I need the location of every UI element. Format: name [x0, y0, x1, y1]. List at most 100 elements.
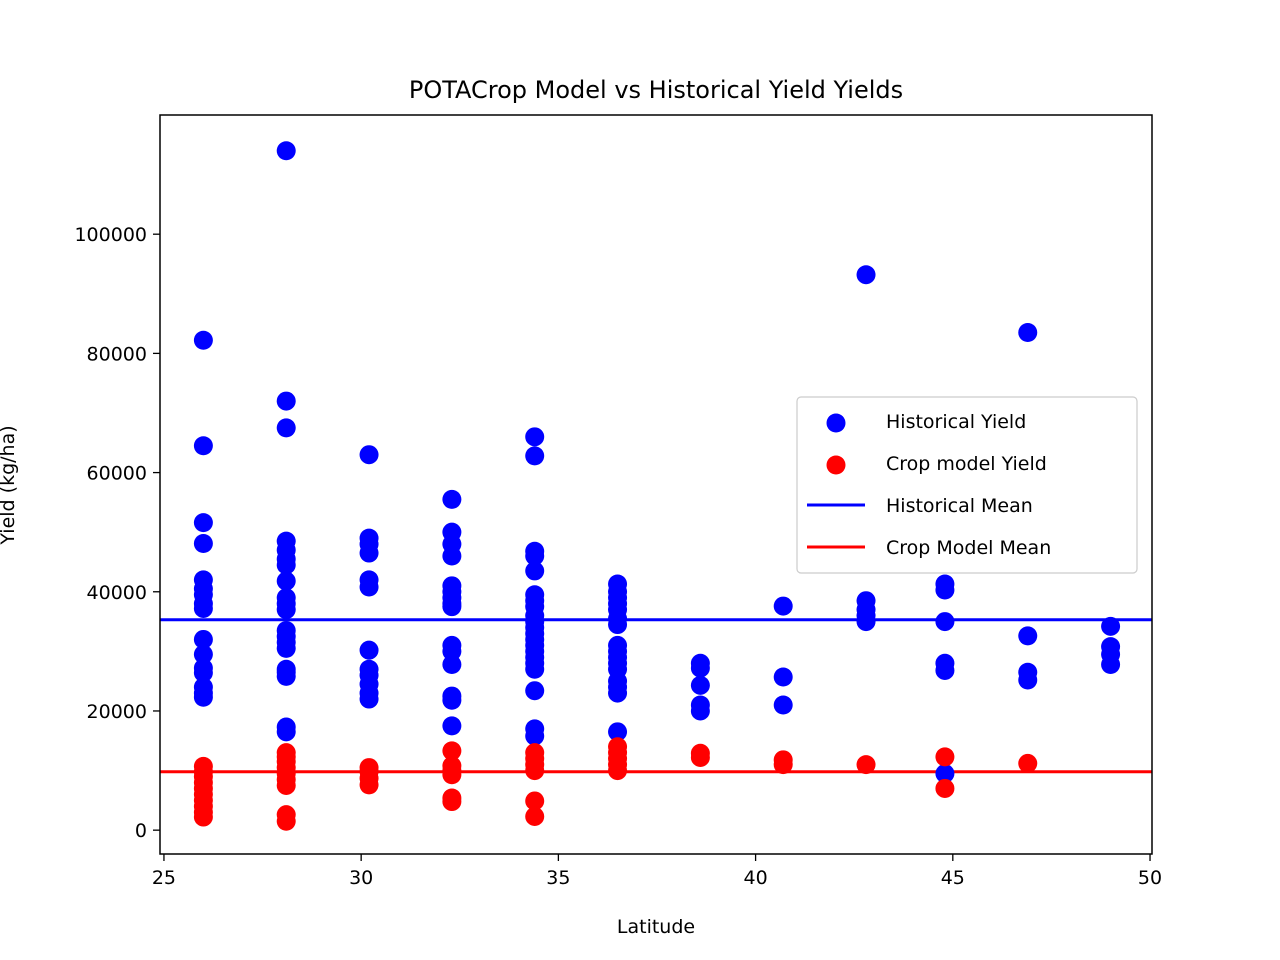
historical-point-90: [608, 615, 628, 635]
historical-point-36: [359, 445, 379, 465]
historical-point-106: [773, 667, 793, 687]
historical-point-51: [442, 546, 462, 566]
historical-point-58: [442, 641, 462, 661]
historical-point-56: [442, 597, 462, 617]
y-tick-label-3: 60000: [87, 463, 147, 485]
crop-model-point-9: [193, 807, 213, 827]
historical-point-104: [690, 701, 710, 721]
x-axis-label: Latitude: [617, 916, 695, 938]
historical-point-15: [193, 687, 213, 707]
historical-point-16: [276, 141, 296, 161]
historical-point-67: [525, 561, 545, 581]
x-tick-label-0: 25: [152, 867, 176, 889]
historical-point-122: [1018, 670, 1038, 690]
legend: Historical Yield Crop model Yield Historic…: [796, 396, 1138, 574]
historical-point-112: [856, 612, 876, 632]
historical-point-2: [193, 513, 213, 533]
historical-point-22: [276, 555, 296, 575]
crop-model-point-18: [276, 811, 296, 831]
x-tick-label-4: 45: [941, 867, 965, 889]
historical-point-80: [525, 659, 545, 679]
data-points: [193, 141, 1121, 831]
historical-point-9: [193, 629, 213, 649]
historical-point-26: [276, 600, 296, 620]
historical-point-120: [1018, 626, 1038, 646]
crop-model-point-33: [525, 791, 545, 811]
x-tick-label-3: 40: [744, 867, 768, 889]
historical-point-35: [276, 722, 296, 742]
historical-point-126: [1101, 654, 1121, 674]
crop-model-point-47: [1018, 753, 1038, 773]
chart-title: POTACrop Model vs Historical Yield Yield…: [409, 76, 903, 104]
historical-point-48: [442, 489, 462, 509]
historical-point-117: [935, 660, 955, 680]
historical-point-123: [1101, 616, 1121, 636]
historical-point-0: [193, 330, 213, 350]
historical-point-12: [193, 663, 213, 683]
y-tick-label-1: 20000: [87, 701, 147, 723]
legend-label-0: Historical Yield: [886, 411, 1026, 433]
crop-model-point-23: [442, 741, 462, 761]
crop-model-point-26: [442, 765, 462, 785]
historical-point-47: [359, 689, 379, 709]
crop-model-point-46: [935, 778, 955, 798]
crop-model-point-41: [690, 747, 710, 767]
legend-label-1: Crop model Yield: [886, 453, 1047, 475]
historical-point-17: [276, 391, 296, 411]
crop-model-point-44: [856, 755, 876, 775]
y-axis-ticks: 0 20000 40000 60000 80000 100000: [74, 224, 160, 842]
mean-lines: [160, 618, 1152, 774]
x-tick-label-5: 50: [1138, 867, 1162, 889]
historical-point-119: [1018, 323, 1038, 343]
historical-point-101: [690, 658, 710, 678]
x-tick-label-2: 35: [546, 867, 570, 889]
legend-marker-1: [826, 455, 846, 475]
historical-point-8: [193, 598, 213, 618]
crop-model-point-16: [276, 775, 296, 795]
historical-point-64: [525, 446, 545, 466]
historical-point-83: [525, 726, 545, 746]
historical-point-10: [193, 644, 213, 664]
historical-point-30: [276, 638, 296, 658]
historical-point-66: [525, 546, 545, 566]
historical-point-39: [359, 543, 379, 563]
historical-point-118: [935, 764, 955, 784]
historical-point-107: [773, 695, 793, 715]
historical-point-99: [608, 722, 628, 742]
crop-model-point-45: [935, 747, 955, 767]
historical-point-41: [359, 577, 379, 597]
plot-frame: [159, 114, 1153, 855]
crop-model-point-22: [359, 775, 379, 795]
legend-label-3: Crop Model Mean: [886, 537, 1051, 559]
historical-point-42: [359, 640, 379, 660]
historical-point-63: [525, 427, 545, 447]
historical-point-33: [276, 666, 296, 686]
y-tick-label-2: 40000: [87, 582, 147, 604]
crop-model-point-39: [608, 761, 628, 781]
historical-point-114: [935, 580, 955, 600]
legend-marker-0: [826, 413, 846, 433]
historical-point-81: [525, 681, 545, 701]
historical-point-62: [442, 716, 462, 736]
y-tick-label-4: 80000: [87, 343, 147, 365]
x-tick-label-1: 30: [349, 867, 373, 889]
historical-point-1: [193, 436, 213, 456]
y-tick-label-0: 0: [135, 820, 147, 842]
historical-point-3: [193, 534, 213, 554]
crop-model-point-28: [442, 792, 462, 812]
historical-point-105: [773, 596, 793, 616]
crop-model-point-43: [773, 755, 793, 775]
y-tick-label-5: 100000: [74, 224, 147, 246]
crop-model-point-34: [525, 806, 545, 826]
legend-label-2: Historical Mean: [886, 495, 1033, 517]
historical-point-18: [276, 418, 296, 438]
historical-point-61: [442, 690, 462, 710]
historical-point-102: [690, 675, 710, 695]
historical-point-59: [442, 654, 462, 674]
historical-point-108: [856, 265, 876, 285]
x-axis-ticks: 25 30 35 40 45 50: [152, 854, 1162, 889]
y-axis-label: Yield (kg/ha): [0, 425, 19, 545]
historical-point-115: [935, 612, 955, 632]
